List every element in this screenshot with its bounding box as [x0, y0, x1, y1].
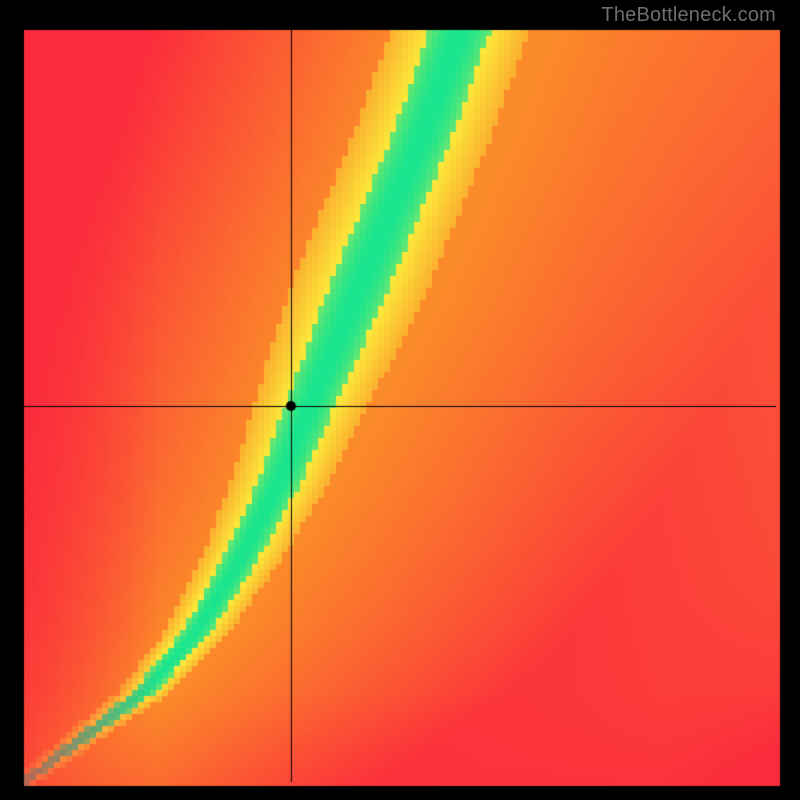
- watermark-text: TheBottleneck.com: [601, 4, 776, 27]
- chart-container: TheBottleneck.com: [0, 0, 800, 800]
- bottleneck-heatmap-canvas: [0, 0, 800, 800]
